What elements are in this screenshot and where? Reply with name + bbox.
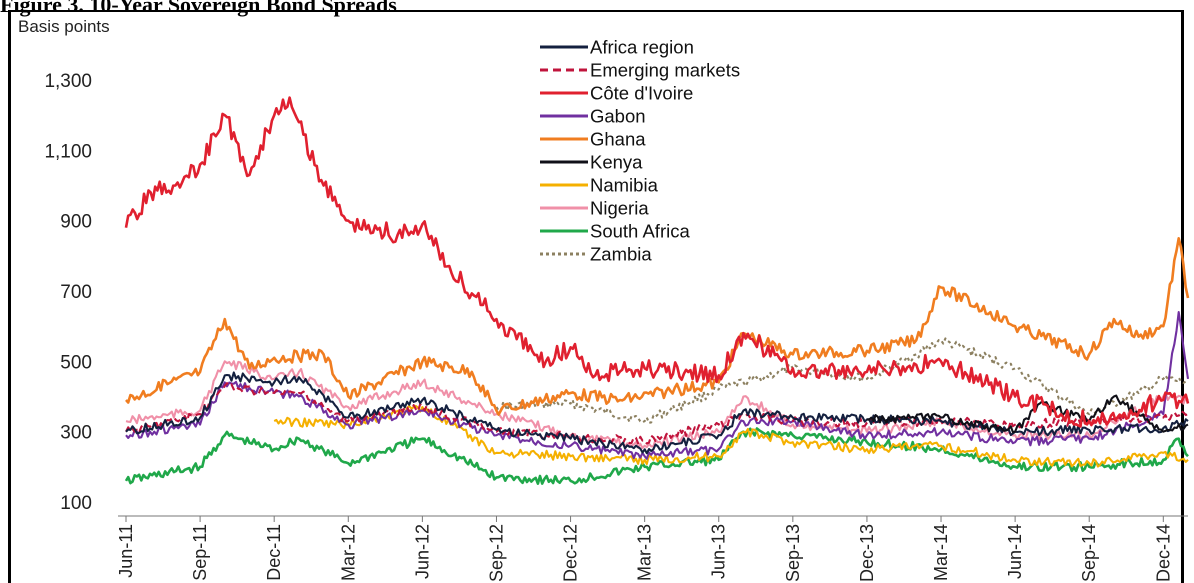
x-tick-label: Jun-11 [116,524,136,578]
chart-frame [8,10,1184,583]
y-tick-label: 700 [60,282,92,303]
legend-label-africa-region: Africa region [590,37,694,58]
x-tick-label: Mar-12 [338,524,358,581]
x-tick-label: Jun-13 [709,524,729,579]
x-tick-label: Dec-14 [1153,524,1173,582]
plot-area [124,96,1190,485]
y-axis-unit-label: Basis points [18,17,110,36]
series-line-south-africa [124,427,1189,485]
legend-label-c-te-d-ivoire: Côte d'Ivoire [590,83,693,104]
y-tick-label: 1,100 [44,141,92,162]
x-tick-label: Sep-11 [190,524,210,581]
legend-label-nigeria: Nigeria [590,198,649,219]
series-line-gabon [125,311,1190,460]
x-axis: Jun-11 Sep-11 Dec-11 Mar-12 Jun-12 Sep-12 Dec-… [116,515,1188,582]
series-line-kenya [866,394,1189,434]
legend-label-kenya: Kenya [590,152,643,173]
y-tick-label: 100 [60,493,92,514]
x-tick-label: Dec-12 [561,524,581,582]
x-tick-label: Mar-13 [635,524,655,581]
x-tick-label: Jun-14 [1005,524,1025,579]
legend-label-ghana: Ghana [590,129,646,150]
x-tick-label: Dec-11 [264,524,284,581]
series-line-c-te-d-ivoire [124,96,1190,428]
y-tick-label: 1,300 [44,71,92,92]
y-tick-label: 500 [60,352,92,373]
y-tick-label: 300 [60,423,92,444]
series-line-zambia [495,337,1189,424]
x-tick-label: Sep-12 [486,524,506,582]
legend-label-gabon: Gabon [590,106,646,127]
y-tick-label: 900 [60,212,92,233]
x-tick-label: Jun-12 [412,524,432,579]
y-axis: 100 300 500 700 900 1,100 1,300 [44,71,92,514]
legend-label-namibia: Namibia [590,175,659,196]
series-line-emerging-markets [125,382,1189,445]
legend-label-south-africa: South Africa [590,221,690,242]
legend-label-zambia: Zambia [590,244,652,265]
legend-label-emerging-markets: Emerging markets [590,60,740,81]
x-tick-label: Sep-14 [1079,524,1099,582]
x-tick-label: Dec-13 [857,524,877,582]
x-tick-label: Mar-14 [931,524,951,581]
figure-heading: Figure 3. 10-Year Sovereign Bond Spreads [0,0,397,17]
x-tick-label: Sep-13 [783,524,803,582]
series-line-ghana [125,237,1190,416]
series-line-africa-region [125,371,1189,455]
